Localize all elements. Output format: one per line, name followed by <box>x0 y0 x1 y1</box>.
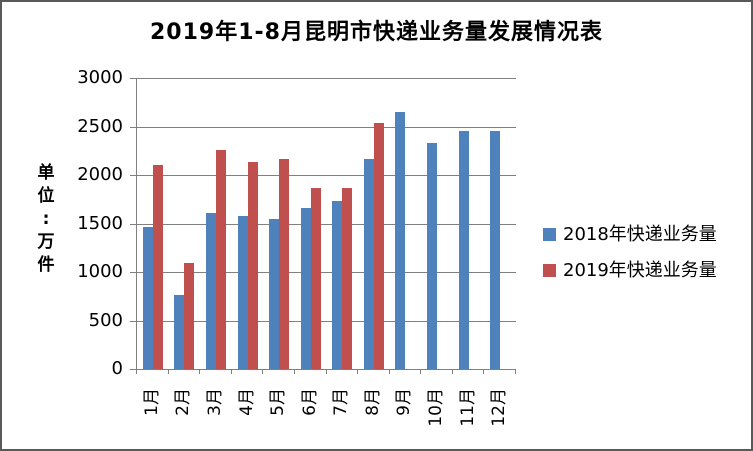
y-tick-mark <box>130 175 136 176</box>
legend-label-series0: 2018年快递业务量 <box>563 224 717 245</box>
x-category-label: 5月 <box>268 388 289 416</box>
bar-series0-m2 <box>174 295 185 369</box>
y-axis-unit-char: 单 <box>37 163 55 183</box>
bar-series0-m11 <box>458 131 469 369</box>
bar-series1-m8 <box>373 122 384 369</box>
x-tick-mark <box>325 370 327 374</box>
y-axis-unit-char: 万 <box>37 232 55 252</box>
x-category-label: 7月 <box>331 388 352 416</box>
x-tick-mark <box>230 370 232 374</box>
x-tick-mark <box>388 370 390 374</box>
y-tick-label: 1500 <box>77 212 123 234</box>
y-tick-mark <box>130 320 136 322</box>
y-axis-unit-label: 单位: 万件 <box>32 162 60 277</box>
bar-series1-m2 <box>184 263 195 369</box>
x-tick-mark <box>293 370 295 374</box>
x-category-label: 12月 <box>489 388 510 427</box>
x-tick-mark <box>420 370 422 374</box>
y-tick-label: 1000 <box>77 261 123 282</box>
y-tick-mark <box>130 223 136 225</box>
bar-series0-m10 <box>427 143 438 369</box>
y-tick-label: 2000 <box>77 164 123 185</box>
x-category-label: 6月 <box>299 388 320 416</box>
bar-series1-m4 <box>247 162 258 369</box>
bar-series1-m1 <box>152 165 163 369</box>
bar-series0-m4 <box>237 215 248 369</box>
x-tick-mark <box>262 370 264 374</box>
bar-series0-m5 <box>269 218 280 369</box>
chart-title: 2019年1-8月昆明市快递业务量发展情况表 <box>150 20 603 45</box>
y-tick-mark <box>130 272 136 273</box>
y-tick-mark <box>130 126 136 128</box>
bar-series0-m7 <box>332 201 343 369</box>
y-tick-label: 500 <box>88 309 123 331</box>
legend: 2018年快递业务量 2019年快递业务量 <box>543 225 717 280</box>
x-tick-mark <box>167 370 169 374</box>
x-tick-mark <box>483 370 485 374</box>
bar-series1-m7 <box>342 187 353 369</box>
bar-series0-m8 <box>363 158 374 369</box>
y-axis-unit-char: : <box>42 209 50 229</box>
legend-item-series1: 2019年快递业务量 <box>543 261 717 280</box>
y-tick-label: 2500 <box>77 115 123 137</box>
legend-swatch-series1 <box>543 264 556 277</box>
legend-item-series0: 2018年快递业务量 <box>543 225 717 244</box>
y-gridline <box>137 223 516 225</box>
x-tick-mark <box>515 370 516 374</box>
x-category-label: 4月 <box>236 388 257 416</box>
bar-series0-m12 <box>490 131 501 369</box>
y-axis-unit-char: 件 <box>37 255 55 275</box>
bar-series0-m3 <box>205 212 216 369</box>
y-tick-mark <box>130 78 136 79</box>
x-tick-mark <box>199 370 201 374</box>
x-tick-mark <box>357 370 359 374</box>
y-gridline <box>137 175 516 176</box>
legend-label-series1: 2019年快递业务量 <box>563 260 717 281</box>
y-gridline <box>137 272 516 273</box>
x-category-label: 9月 <box>394 388 415 416</box>
y-axis-unit-char: 位 <box>37 186 55 206</box>
legend-swatch-series0 <box>543 228 556 241</box>
x-category-label: 3月 <box>204 388 225 416</box>
bar-series1-m5 <box>279 159 290 369</box>
x-category-label: 11月 <box>457 388 478 427</box>
y-tick-label: 0 <box>111 358 123 379</box>
x-category-label: 2月 <box>173 388 194 416</box>
y-gridline <box>137 78 516 79</box>
x-tick-mark <box>136 370 137 374</box>
bar-series0-m1 <box>142 227 153 369</box>
bar-series1-m6 <box>310 187 321 369</box>
bar-series0-m9 <box>395 111 406 369</box>
y-tick-mark <box>130 369 136 370</box>
bar-series1-m3 <box>215 149 226 369</box>
y-tick-label: 3000 <box>77 67 123 88</box>
x-tick-mark <box>451 370 453 374</box>
plot-area <box>136 78 516 370</box>
bar-series0-m6 <box>300 207 311 369</box>
x-category-label: 1月 <box>141 388 162 416</box>
x-category-label: 10月 <box>426 388 447 427</box>
y-gridline <box>137 320 516 322</box>
x-category-label: 8月 <box>362 388 383 416</box>
y-gridline <box>137 126 516 128</box>
